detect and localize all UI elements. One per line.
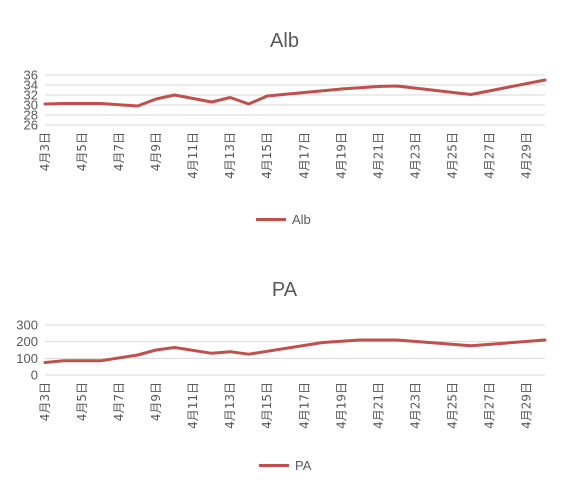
alb-y-tick-label: 34 (24, 78, 38, 93)
pa-x-tick-label: 4月23日 (408, 382, 422, 429)
alb-x-tick-label: 4月9日 (149, 132, 163, 171)
alb-x-tick-label: 4月11日 (186, 132, 200, 179)
pa-chart: PA 0 100 200 300 4月3日 4月5日 4月7日 4月9日 4月11日 4月13日 4… (0, 255, 569, 503)
alb-x-tick-label: 4月17日 (297, 132, 311, 179)
alb-y-tick-label: 28 (24, 108, 38, 123)
pa-x-tick-label: 4月25日 (445, 382, 459, 429)
pa-y-tick-label: 100 (16, 351, 38, 366)
pa-x-tick-label: 4月27日 (482, 382, 496, 429)
alb-y-tick-label: 36 (24, 68, 38, 83)
pa-x-tick-label: 4月3日 (38, 382, 52, 421)
alb-chart-legend: Alb (256, 212, 311, 227)
alb-x-tick-label: 4月5日 (75, 132, 89, 171)
alb-y-tick-label: 32 (24, 88, 38, 103)
pa-x-tick-label: 4月15日 (260, 382, 274, 429)
pa-x-tick-label: 4月11日 (186, 382, 200, 429)
pa-x-tick-label: 4月19日 (334, 382, 348, 429)
alb-chart: Alb 26 28 30 32 34 36 4月3日 4月5日 4月7日 4月9日 4月11日 4月1… (0, 0, 569, 250)
alb-x-tick-label: 4月15日 (260, 132, 274, 179)
alb-legend-label: Alb (292, 212, 311, 227)
alb-x-tick-label: 4月27日 (482, 132, 496, 179)
pa-x-tick-label: 4月7日 (112, 382, 126, 421)
pa-chart-title: PA (271, 279, 298, 301)
pa-x-tick-label: 4月29日 (519, 382, 533, 429)
pa-x-tick-label: 4月17日 (297, 382, 311, 429)
pa-y-tick-label: 300 (16, 318, 38, 333)
alb-y-tick-label: 30 (24, 98, 38, 113)
alb-x-tick-label: 4月13日 (223, 132, 237, 179)
pa-x-tick-label: 4月9日 (149, 382, 163, 421)
pa-legend-swatch (259, 464, 289, 467)
pa-y-tick-label: 200 (16, 334, 38, 349)
pa-y-tick-label: 0 (31, 368, 38, 383)
pa-x-tick-label: 4月13日 (223, 382, 237, 429)
alb-x-tick-label: 4月19日 (334, 132, 348, 179)
pa-legend-label: PA (295, 458, 312, 473)
alb-x-tick-label: 4月29日 (519, 132, 533, 179)
pa-chart-legend: PA (259, 458, 311, 473)
alb-series-line (43, 78, 547, 108)
alb-x-tick-label: 4月7日 (112, 132, 126, 171)
alb-x-tick-label: 4月21日 (371, 132, 385, 179)
pa-x-tick-label: 4月21日 (371, 382, 385, 429)
alb-y-tick-label: 26 (24, 118, 38, 133)
alb-x-tick-label: 4月25日 (445, 132, 459, 179)
alb-chart-title: Alb (270, 30, 299, 52)
alb-legend-swatch (256, 218, 286, 221)
alb-x-tick-label: 4月3日 (38, 132, 52, 171)
alb-x-tick-label: 4月23日 (408, 132, 422, 179)
pa-series-line (43, 338, 547, 364)
pa-x-tick-label: 4月5日 (75, 382, 89, 421)
